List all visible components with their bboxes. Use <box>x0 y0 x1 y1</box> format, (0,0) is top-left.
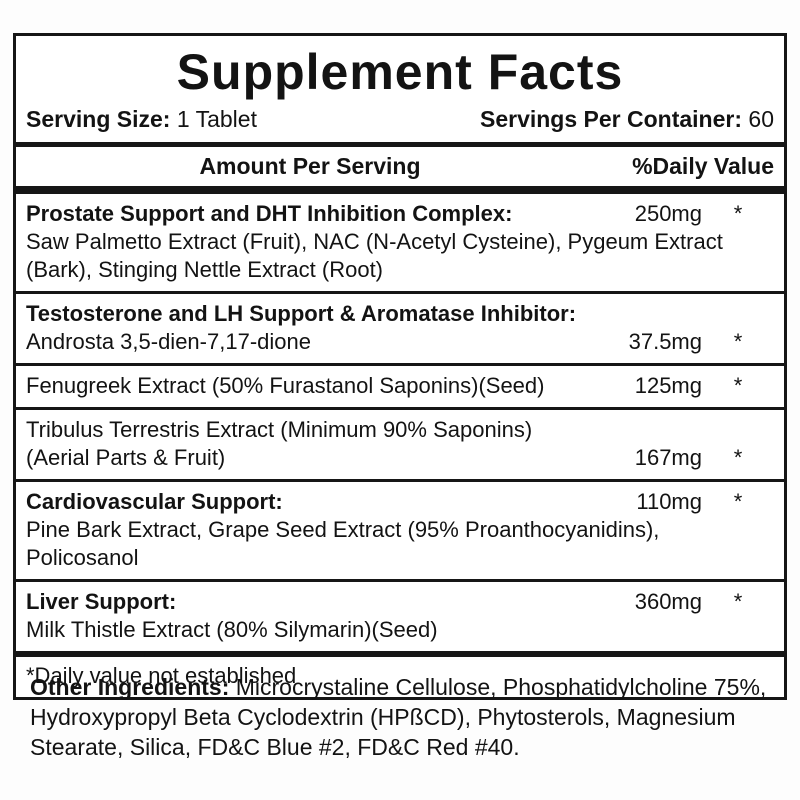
ingredient-row: Tribulus Terrestris Extract (Minimum 90%… <box>26 416 774 444</box>
servings-per-container-label: Servings Per Container: <box>479 106 743 132</box>
ingredient-name: Prostate Support and DHT Inhibition Comp… <box>26 201 513 226</box>
ingredient-row: Liver Support: 360mg * <box>26 588 774 616</box>
ingredient-name: Fenugreek Extract (50% Furastanol Saponi… <box>26 373 545 398</box>
other-ingredients: Other Ingredients: Microcrystaline Cellu… <box>30 672 778 762</box>
divider <box>16 142 784 147</box>
serving-info-row: Serving Size: 1 Tablet Servings Per Cont… <box>16 102 784 142</box>
ingredient-row: Testosterone and LH Support & Aromatase … <box>26 300 774 328</box>
ingredient-row: Cardiovascular Support: 110mg * <box>26 488 774 516</box>
divider <box>16 479 784 482</box>
divider <box>16 186 784 194</box>
ingredient-description: Milk Thistle Extract (80% Silymarin)(See… <box>26 617 438 642</box>
divider <box>16 651 784 657</box>
other-ingredients-text: Microcrystaline Cellulose, Phosphatidylc… <box>30 674 767 760</box>
serving-size: Serving Size: 1 Tablet <box>26 104 257 134</box>
ingredient-row: (Aerial Parts & Fruit) 167mg * <box>26 444 774 472</box>
ingredient-section-fenugreek: Fenugreek Extract (50% Furastanol Saponi… <box>16 366 784 407</box>
ingredient-row: Fenugreek Extract (50% Furastanol Saponi… <box>26 372 774 400</box>
ingredient-daily-value: * <box>733 201 743 226</box>
ingredient-description: Pine Bark Extract, Grape Seed Extract (9… <box>26 517 660 570</box>
ingredient-daily-value: * <box>733 373 743 398</box>
other-ingredients-label: Other Ingredients: <box>30 674 230 700</box>
ingredient-name: Cardiovascular Support: <box>26 489 283 514</box>
ingredient-daily-value: * <box>733 445 743 470</box>
ingredient-amount: 167mg <box>634 445 702 470</box>
column-header-row: Amount Per Serving %Daily Value <box>16 147 784 186</box>
ingredient-section-prostate: Prostate Support and DHT Inhibition Comp… <box>16 194 784 291</box>
divider <box>16 407 784 410</box>
servings-per-container-value: 60 <box>748 106 774 132</box>
ingredient-amount: 110mg <box>636 489 702 514</box>
ingredient-row: Prostate Support and DHT Inhibition Comp… <box>26 200 774 228</box>
ingredient-daily-value: * <box>733 489 743 514</box>
ingredient-section-cardiovascular: Cardiovascular Support: 110mg * Pine Bar… <box>16 482 784 579</box>
ingredient-amount: 37.5mg <box>628 329 702 354</box>
servings-per-container: Servings Per Container: 60 <box>480 104 774 134</box>
ingredient-name: Liver Support: <box>26 589 177 614</box>
panel-title: Supplement Facts <box>176 44 624 100</box>
ingredient-daily-value: * <box>733 589 743 614</box>
ingredient-sub-name: Androsta 3,5-dien-7,17-dione <box>26 329 311 354</box>
divider <box>16 291 784 294</box>
ingredient-row: Androsta 3,5-dien-7,17-dione 37.5mg * <box>26 328 774 356</box>
daily-value-footnote: *Daily value not established <box>26 663 297 688</box>
ingredient-description: Saw Palmetto Extract (Fruit), NAC (N-Ace… <box>26 229 723 282</box>
ingredient-sub-name: (Aerial Parts & Fruit) <box>26 445 226 470</box>
ingredient-amount: 360mg <box>634 589 702 614</box>
ingredient-amount: 250mg <box>634 201 702 226</box>
column-header-amount: Amount Per Serving <box>199 153 421 179</box>
divider <box>16 579 784 582</box>
ingredient-section-testosterone: Testosterone and LH Support & Aromatase … <box>16 294 784 363</box>
column-header-daily-value: %Daily Value <box>632 153 774 179</box>
ingredient-daily-value: * <box>733 329 743 354</box>
supplement-facts-panel: Supplement Facts Serving Size: 1 Tablet … <box>13 33 787 700</box>
ingredient-section-liver: Liver Support: 360mg * Milk Thistle Extr… <box>16 582 784 651</box>
ingredient-name: Testosterone and LH Support & Aromatase … <box>26 301 577 326</box>
serving-size-value: 1 Tablet <box>176 106 257 132</box>
serving-size-label: Serving Size: <box>26 106 171 132</box>
ingredient-amount: 125mg <box>634 373 702 398</box>
ingredient-section-tribulus: Tribulus Terrestris Extract (Minimum 90%… <box>16 410 784 479</box>
ingredient-name: Tribulus Terrestris Extract (Minimum 90%… <box>26 417 533 442</box>
divider <box>16 363 784 366</box>
